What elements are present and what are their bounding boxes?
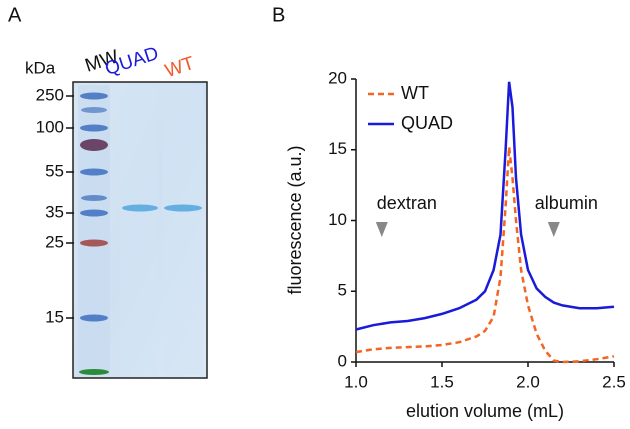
ladder-band [80, 209, 108, 217]
protein-band [122, 204, 158, 212]
annotation-marker [375, 222, 388, 237]
marker-label: 55 [45, 161, 64, 180]
legend-label: WT [401, 83, 429, 103]
x-tick-label: 1.5 [430, 372, 454, 391]
x-tick-label: 2.5 [602, 372, 626, 391]
y-tick-label: 0 [338, 351, 347, 370]
annotation-marker [547, 222, 560, 237]
annotation-label: dextran [377, 193, 437, 213]
y-axis-label: fluorescence (a.u.) [285, 145, 305, 294]
ladder-band [80, 124, 108, 132]
ladder-band [80, 239, 108, 247]
ladder-band [80, 92, 108, 100]
y-tick-label: 5 [338, 281, 347, 300]
y-tick-label: 15 [328, 139, 347, 158]
lane-label: WT [163, 53, 198, 82]
x-tick-label: 1.0 [344, 372, 368, 391]
marker-label: 35 [45, 202, 64, 221]
series-line [355, 146, 615, 364]
y-tick-label: 20 [328, 68, 347, 87]
unit-label: kDa [25, 58, 56, 77]
lane [120, 85, 158, 375]
y-tick-label: 10 [328, 210, 347, 229]
series-line [355, 81, 615, 331]
marker-label: 15 [45, 307, 64, 326]
panel-label: B [272, 4, 285, 26]
ladder-band [80, 139, 108, 151]
x-tick-label: 2.0 [516, 372, 540, 391]
panel-label: A [8, 4, 22, 26]
marker-label: 250 [36, 85, 64, 104]
legend-label: QUAD [401, 113, 453, 133]
marker-label: 100 [36, 117, 64, 136]
ladder-band [81, 195, 107, 201]
ladder-band [81, 107, 107, 113]
lane [163, 85, 203, 375]
ladder-band [79, 369, 109, 375]
ladder-lane [78, 85, 110, 375]
ladder-band [80, 314, 108, 322]
x-axis-label: elution volume (mL) [406, 401, 564, 421]
marker-label: 25 [45, 232, 64, 251]
annotation-label: albumin [535, 193, 598, 213]
protein-band [164, 204, 202, 212]
ladder-band [80, 168, 108, 176]
